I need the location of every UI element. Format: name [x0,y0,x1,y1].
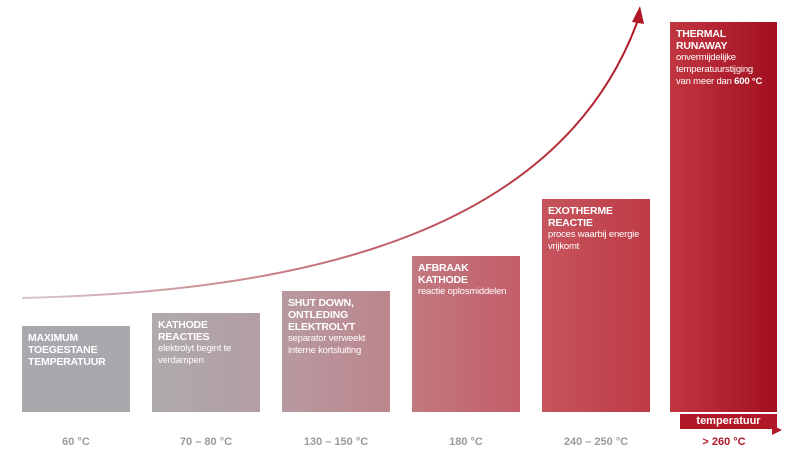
temperature-label: 180 °C [449,436,483,448]
stage-title: KATHODE [158,319,208,331]
stage-title: MAXIMUM [28,332,78,344]
stage-title: KATHODE [418,274,468,286]
temperature-label: 60 °C [62,436,90,448]
stage-title: ELEKTROLYT [288,321,356,333]
curve [21,19,639,299]
stage-title: SHUT DOWN, [288,297,354,309]
description-text: elektrolyt begint te [158,343,232,354]
stage-box: EXOTHERME REACTIE proces waarbij energie vr… [542,199,650,412]
stage-box: SHUT DOWN, ONTLEDING ELEKTROLYT separator v… [282,291,390,412]
stage-description: verdampen [158,355,254,367]
stage-box: KATHODE REACTIES elektrolyt begint te verda… [152,313,260,412]
axis-label: temperatuur [680,414,777,429]
stage-box: MAXIMUM TOEGESTANE TEMPERATUUR [22,326,130,412]
stage-title: ONTLEDING [288,309,349,321]
stage-title: EXOTHERME [548,205,613,217]
temperature-label: 70 – 80 °C [179,436,233,448]
temperature-label: 240 – 250 °C [563,436,629,448]
stage-title: REACTIES [158,331,210,343]
temperature-label: > 260 °C [702,436,746,448]
stage-description: reactie oplosmiddelen [418,286,514,298]
stage-description: van meer dan 600 °C [676,76,771,88]
stage-title: RUNAWAY [676,40,728,52]
stage-title: REACTIE [548,217,593,229]
stage-title: TEMPERATUUR [28,356,106,368]
description-text: interne kortsluiting [288,345,362,356]
description-highlight: 600 °C [734,76,763,87]
stage-description: temperatuurstijging [676,64,771,76]
stage-description: separator verweekt [288,333,384,345]
stage-title: THERMAL [676,28,726,40]
curve-arrow [632,6,644,24]
temperature-label: 130 – 150 °C [303,436,369,448]
stage-title: TOEGESTANE [28,344,98,356]
description-text: onvermijdelijke [676,52,736,63]
description-text: separator verweekt [288,333,366,344]
stage-description: elektrolyt begint te [158,343,254,355]
stage-title: AFBRAAK [418,262,469,274]
description-text: temperatuurstijging [676,64,753,75]
stage-description: onvermijdelijke [676,52,771,64]
stage-description: proces waarbij energie [548,229,644,241]
description-text: van meer dan [676,76,732,87]
stage-box: AFBRAAK KATHODE reactie oplosmiddelen [412,256,520,412]
stage-box: THERMAL RUNAWAY onvermijdelijke temperatuur… [670,22,777,412]
description-text: proces waarbij energie [548,229,640,240]
stage-description: vrijkomt [548,241,644,253]
description-text: verdampen [158,355,204,366]
description-text: reactie oplosmiddelen [418,286,507,297]
stage-description: interne kortsluiting [288,345,384,357]
description-text: vrijkomt [548,241,580,252]
